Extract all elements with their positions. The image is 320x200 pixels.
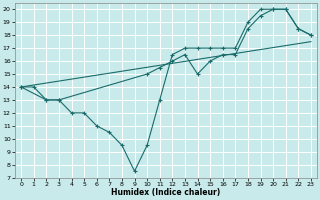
X-axis label: Humidex (Indice chaleur): Humidex (Indice chaleur)	[111, 188, 221, 197]
